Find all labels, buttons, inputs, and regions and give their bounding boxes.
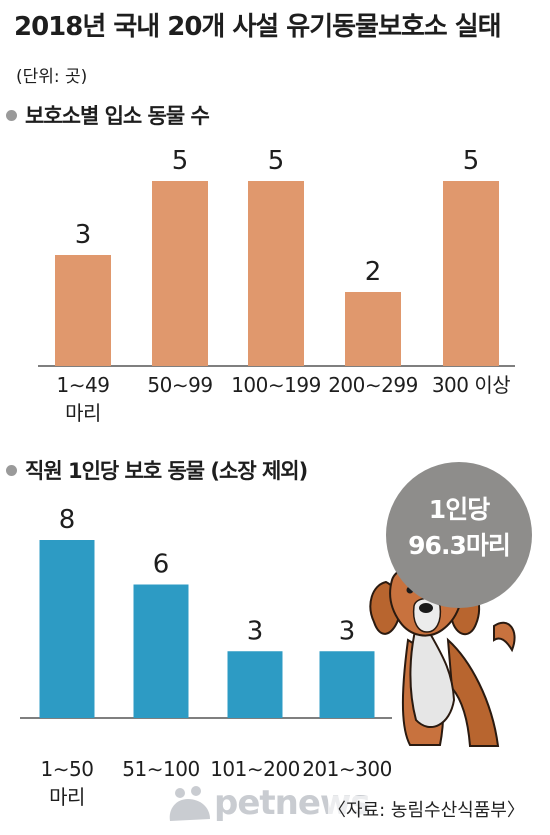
section-title-2: 직원 1인당 보호 동물 (소장 제외) [6,455,308,485]
data-label: 5 [463,146,480,176]
data-label: 8 [59,505,76,535]
bar-1-1 [55,255,111,366]
data-label: 3 [247,616,264,646]
section-title-text: 보호소별 입소 동물 수 [25,104,210,128]
bullet-icon [6,464,17,476]
category-label: 101∼200 [210,757,300,781]
bar-2-1 [39,540,95,718]
paw-logo-icon [169,785,210,821]
data-label: 3 [339,616,356,646]
category-label: 201∼300 [302,757,392,781]
section-title-text: 직원 1인당 보호 동물 (소장 제외) [25,459,308,483]
category-label: 300 이상 [432,373,510,397]
category-label: 200∼299 [328,373,418,397]
badge-line-2: 96.3마리 [408,531,511,560]
category-label: 50∼99 [147,373,212,397]
data-label: 5 [268,146,285,176]
category-label: 1∼50 [41,757,94,781]
category-label: 마리 [49,785,85,809]
chart-title: 2018년 국내 20개 사설 유기동물보호소 실태 [14,12,502,42]
category-label: 마리 [65,401,101,425]
unit-label: (단위: 곳) [16,67,88,87]
bar-2-3 [227,651,283,718]
source-note: 〈자료: 농림수산식품부〉 [328,796,525,822]
category-label: 1∼49 [57,373,110,397]
bar-2-2 [133,584,189,718]
bar-2-4 [319,651,375,718]
bar-1-4 [345,292,401,366]
data-label: 3 [75,220,92,250]
data-label: 5 [172,146,189,176]
data-label: 2 [365,257,382,287]
category-label: 100∼199 [231,373,321,397]
data-label: 6 [153,550,170,580]
category-label: 51∼100 [122,757,199,781]
bar-1-3 [248,181,304,366]
bar-1-5 [443,181,499,366]
bar-1-2 [152,181,208,366]
bullet-icon [6,109,17,121]
badge-line-1: 1인당 [428,495,490,524]
section-title-1: 보호소별 입소 동물 수 [6,100,210,130]
per-person-badge: 1인당 96.3마리 [386,462,532,608]
